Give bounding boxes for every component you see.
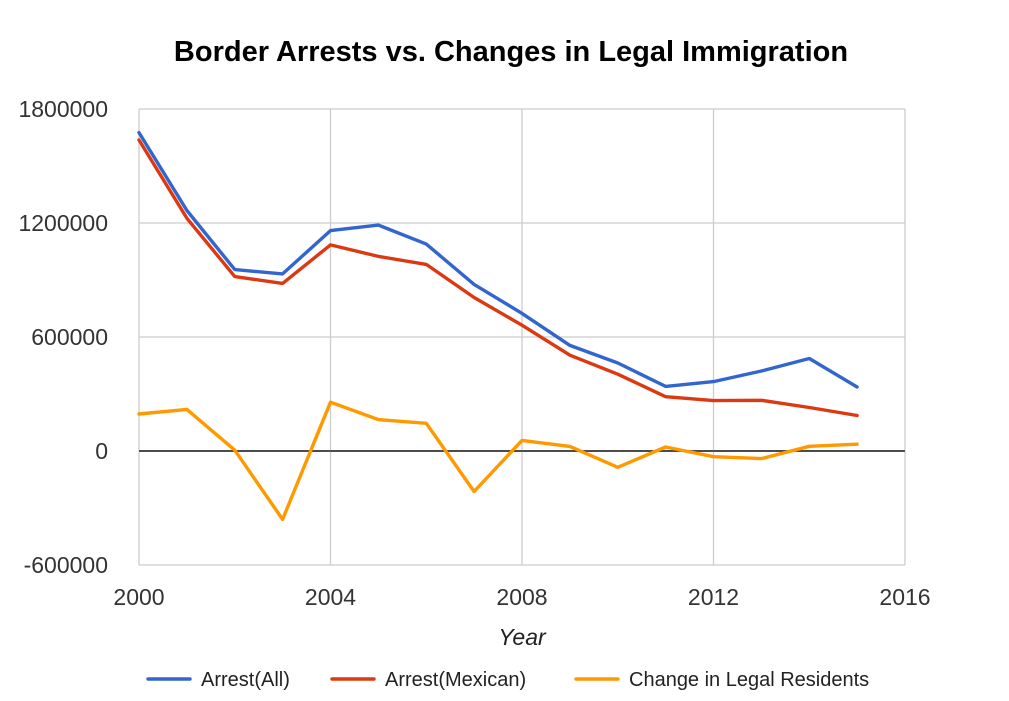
series-line-arrest-mexican: [137, 138, 859, 418]
x-axis-title: Year: [498, 624, 547, 650]
y-axis-tick-labels: 1800000 1200000 600000 0 -600000: [18, 96, 108, 578]
x-tick-label: 2000: [113, 584, 164, 610]
x-tick-label: 2012: [688, 584, 739, 610]
x-tick-label: 2004: [305, 584, 356, 610]
y-tick-label: 1800000: [18, 96, 108, 122]
x-axis-tick-labels: 2000 2004 2008 2012 2016: [113, 584, 930, 610]
y-tick-label: -600000: [24, 552, 108, 578]
legend-label-arrest-mexican: Arrest(Mexican): [385, 669, 526, 691]
y-tick-label: 0: [95, 438, 108, 464]
x-tick-label: 2008: [496, 584, 547, 610]
legend-label-change-in-legal-residents: Change in Legal Residents: [629, 669, 869, 691]
legend: Arrest(All) Arrest(Mexican) Change in Lega…: [146, 669, 869, 691]
series-line-change-in-legal-residents: [137, 400, 859, 522]
grid-lines: [138, 108, 906, 566]
series-line-arrest-all: [137, 130, 859, 389]
series-lines: [137, 130, 859, 522]
x-tick-label: 2016: [879, 584, 930, 610]
y-tick-label: 1200000: [18, 210, 108, 236]
y-tick-label: 600000: [31, 324, 108, 350]
chart-title: Border Arrests vs. Changes in Legal Immi…: [174, 36, 848, 68]
legend-label-arrest-all: Arrest(All): [201, 669, 290, 691]
